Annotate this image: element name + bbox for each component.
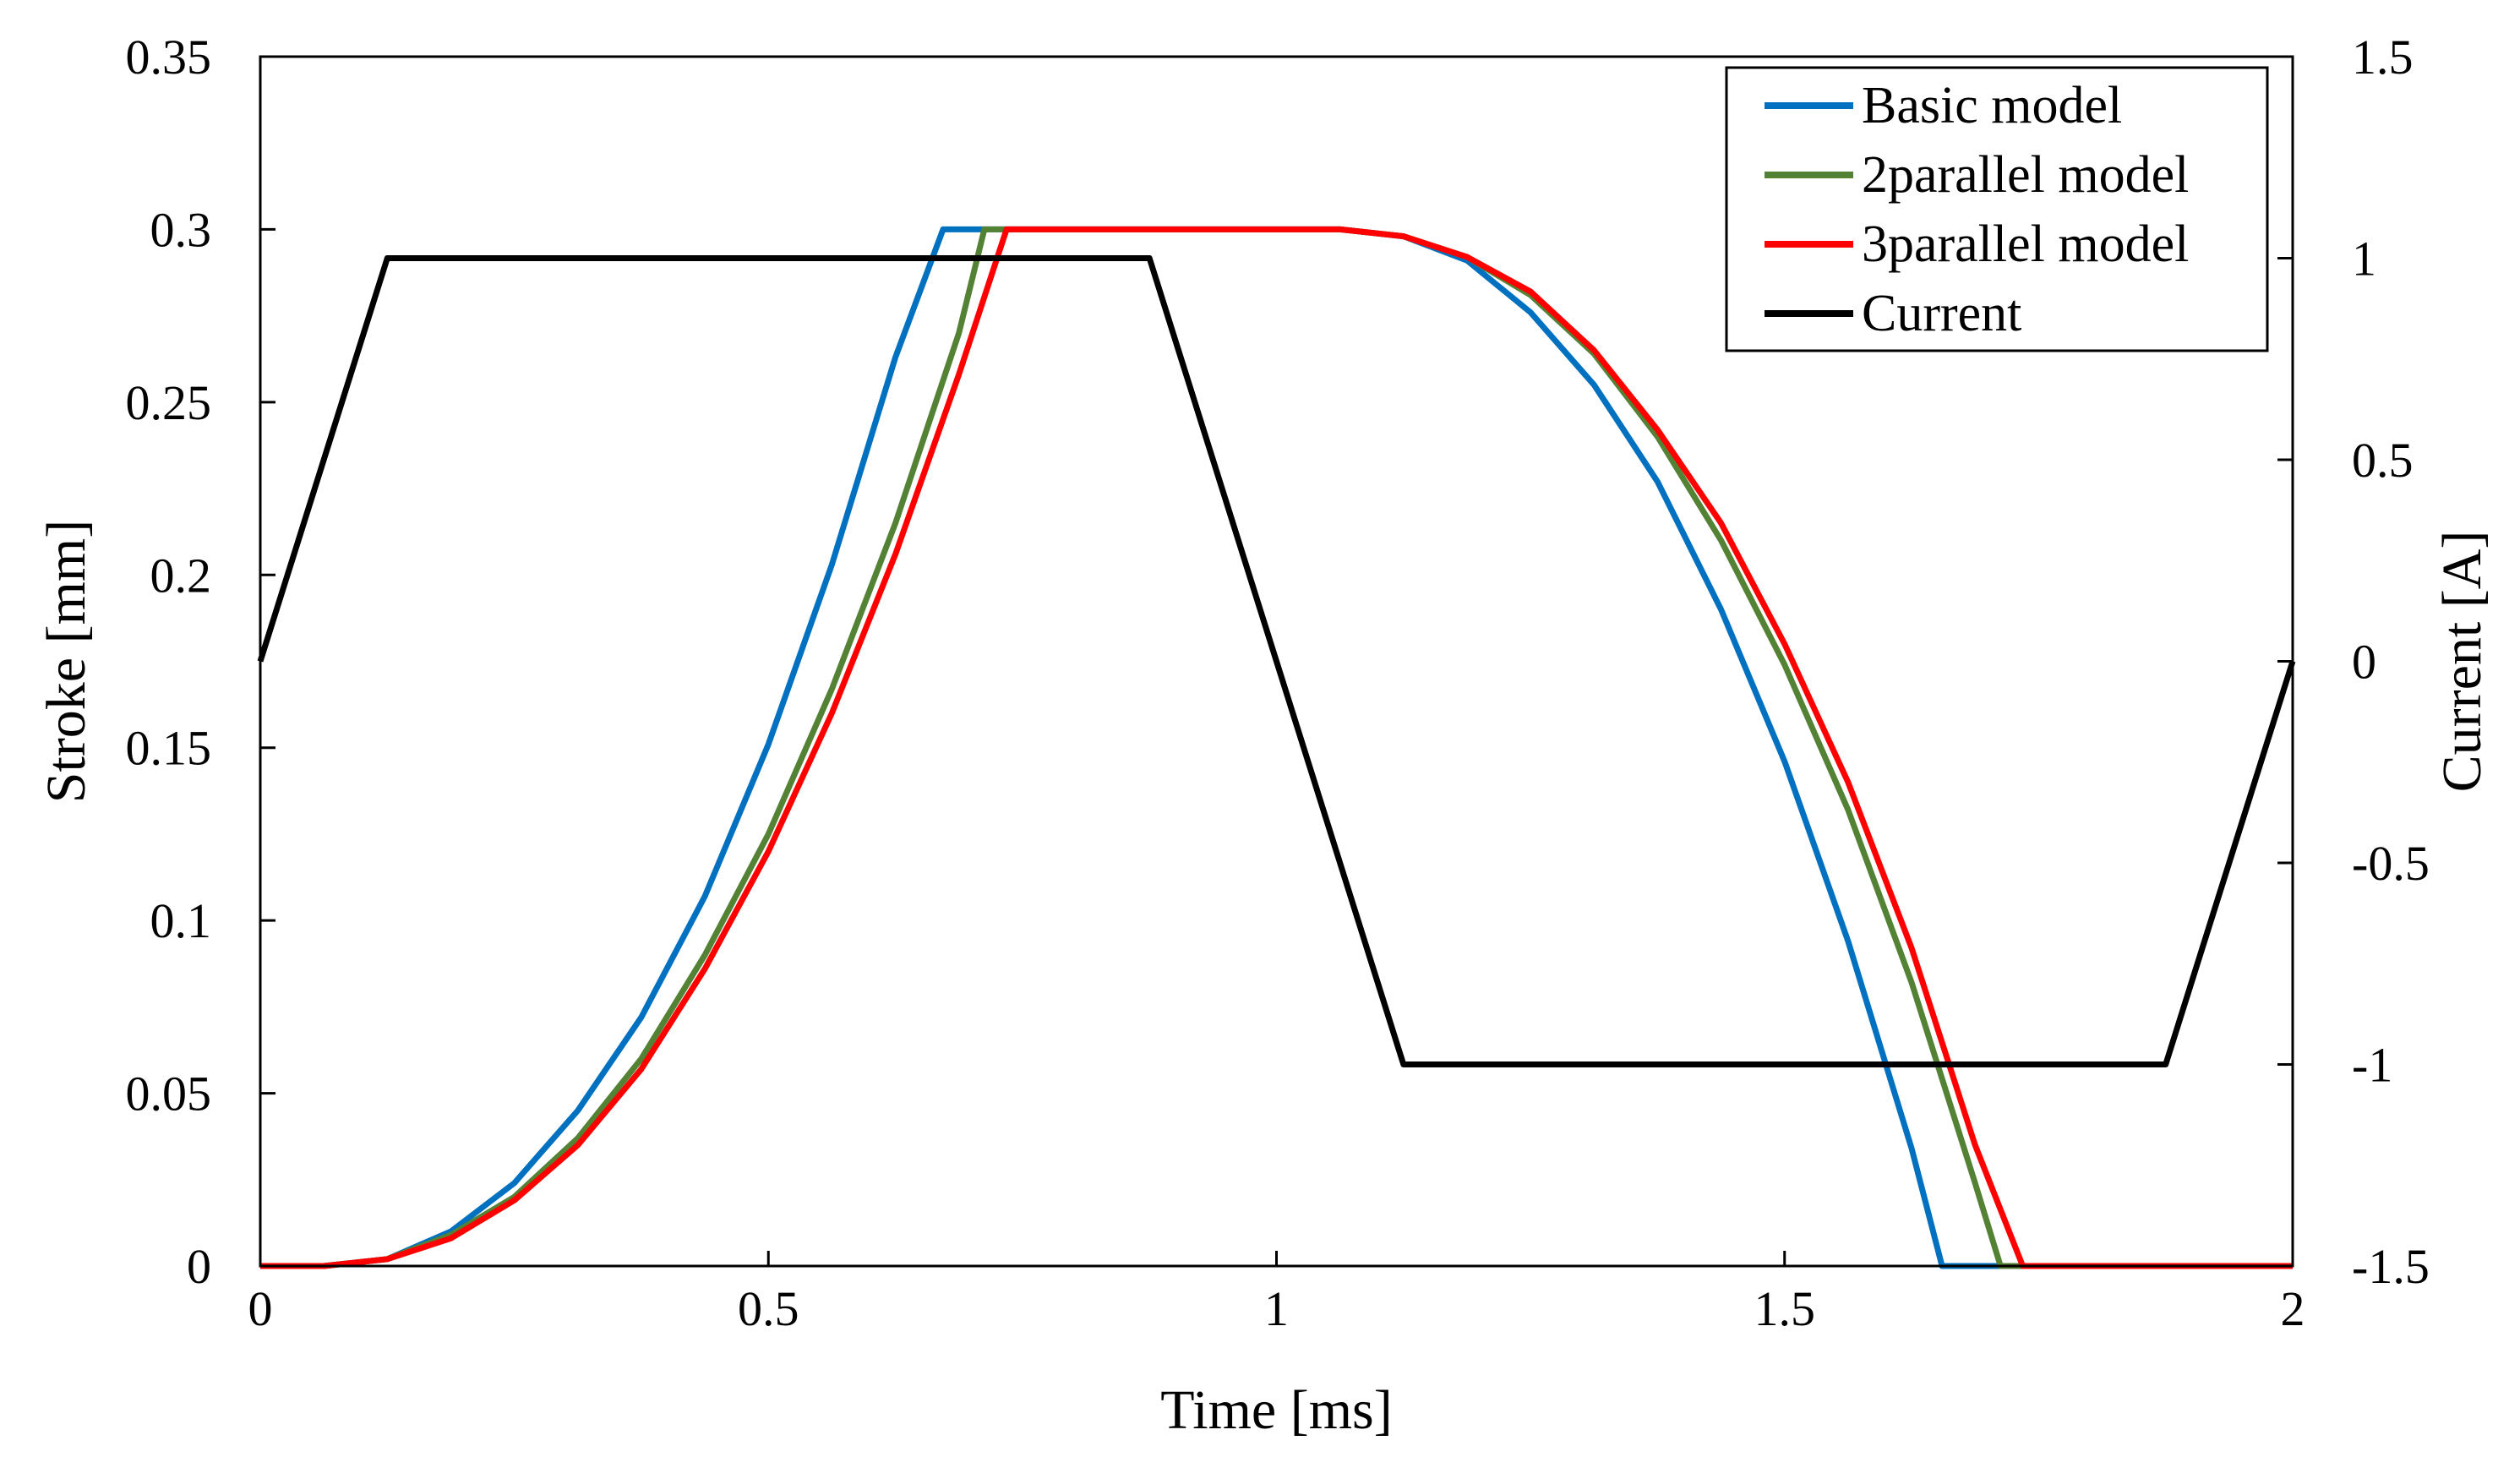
legend: Basic model 2parallel model 3parallel mode… [1725,66,2269,352]
y2-tick-label: -1 [2352,1038,2392,1093]
y-tick-label: 0.1 [150,893,212,948]
y2-tick-label: 1 [2352,232,2376,287]
plot-area [257,226,2296,1269]
y-tick-label: 0 [187,1239,211,1294]
legend-box [1725,66,2269,352]
y2-tick-label: -1.5 [2352,1239,2430,1294]
legend-label-3parallel-model: 3parallel model [1862,216,2189,273]
x-tick-label: 0.5 [738,1281,799,1336]
y-tick-label: 0.05 [126,1067,212,1121]
y-axis-left-ticks: 0 0.05 0.1 0.15 0.2 0.25 0.3 0.35 [126,30,275,1294]
y-tick-label: 0.35 [126,30,212,85]
x-tick-label: 1 [1264,1281,1289,1336]
y2-tick-label: 1.5 [2352,30,2414,85]
series-line-3parallel-model [260,226,2293,1269]
x-axis-title: Time [ms] [1160,1379,1392,1441]
x-tick-label: 0 [248,1281,273,1336]
y-axis-right-title: Current [A] [2431,531,2493,793]
y-tick-label: 0.3 [150,202,212,257]
series-line-current [257,255,2296,1067]
legend-label-basic-model: Basic model [1862,77,2122,134]
series-line-2parallel-model [260,226,2293,1269]
y-axis-left-title: Stroke [mm] [35,520,97,803]
x-axis-ticks: 0 0.5 1 1.5 2 [248,1251,2305,1336]
y2-tick-label: -0.5 [2352,836,2430,891]
series-line-basic-model [260,226,2293,1269]
legend-label-current: Current [1862,285,2021,342]
legend-label-2parallel-model: 2parallel model [1862,146,2189,204]
y-tick-label: 0.25 [126,375,212,430]
x-tick-label: 1.5 [1754,1281,1816,1336]
x-tick-label: 2 [2281,1281,2305,1336]
y-tick-label: 0.15 [126,721,212,776]
y2-tick-label: 0 [2352,635,2376,690]
y-tick-label: 0.2 [150,548,212,603]
y-axis-right-ticks: 1.5 1 0.5 0 -0.5 -1 -1.5 [2277,30,2430,1294]
y2-tick-label: 0.5 [2352,433,2414,488]
